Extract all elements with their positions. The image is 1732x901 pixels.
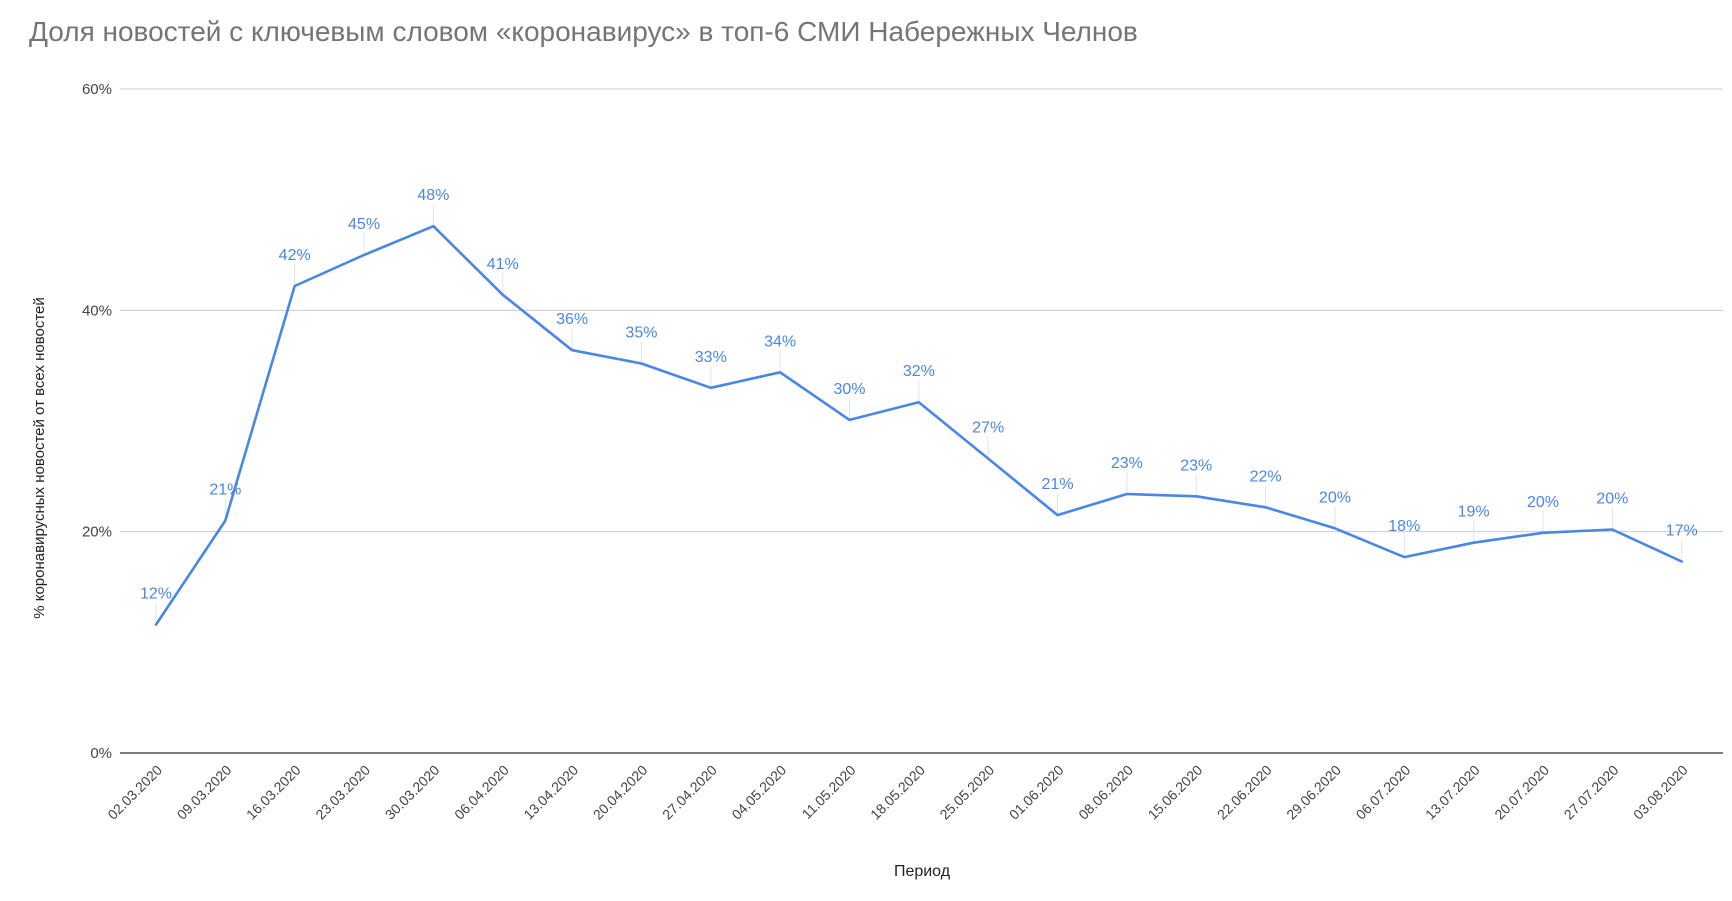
x-tick-label: 27.04.2020 — [659, 762, 720, 823]
x-tick-label: 02.03.2020 — [104, 762, 165, 823]
x-tick-label: 16.03.2020 — [243, 762, 304, 823]
data-label: 45% — [348, 216, 380, 233]
x-tick-label: 06.04.2020 — [451, 762, 512, 823]
data-label: 19% — [1458, 504, 1490, 521]
x-tick-label: 18.05.2020 — [867, 762, 928, 823]
y-tick-label: 60% — [82, 81, 112, 98]
data-label: 33% — [695, 349, 727, 366]
x-tick-label: 20.04.2020 — [590, 762, 651, 823]
y-axis-ticks: 0% 20% 40% 60% — [82, 81, 112, 762]
x-tick-label: 13.07.2020 — [1422, 762, 1483, 823]
x-tick-label: 09.03.2020 — [174, 762, 235, 823]
series-layer — [154, 224, 1683, 626]
x-tick-label: 08.06.2020 — [1075, 762, 1136, 823]
chart-title: Доля новостей с ключевым словом «коронав… — [29, 16, 1138, 47]
data-label: 20% — [1319, 489, 1351, 506]
data-label: 18% — [1388, 518, 1420, 535]
x-tick-label: 22.06.2020 — [1214, 762, 1275, 823]
series-line — [154, 224, 1683, 626]
x-tick-label: 15.06.2020 — [1145, 762, 1206, 823]
data-label: 34% — [764, 333, 796, 350]
data-label: 20% — [1596, 490, 1628, 507]
data-label: 22% — [1250, 468, 1282, 485]
data-label: 27% — [972, 420, 1004, 437]
data-label: 36% — [556, 311, 588, 328]
x-tick-label: 20.07.2020 — [1491, 762, 1552, 823]
x-axis-ticks: 02.03.2020 09.03.2020 16.03.2020 23.03.2020… — [104, 762, 1691, 823]
data-label-leaders — [155, 204, 1683, 625]
data-label: 23% — [1180, 457, 1212, 474]
x-tick-label: 27.07.2020 — [1561, 762, 1622, 823]
x-axis-title: Период — [894, 863, 951, 880]
data-label: 20% — [1527, 494, 1559, 511]
data-label: 21% — [209, 482, 241, 499]
data-labels: 12% 21% 42% 45% 48% 41% 36% 35% 33% 34% 30% 32% 27% 2… — [140, 187, 1698, 602]
data-label: 23% — [1111, 455, 1143, 472]
data-label: 48% — [417, 187, 449, 204]
data-label: 42% — [279, 247, 311, 264]
data-label: 12% — [140, 586, 172, 603]
x-tick-label: 04.05.2020 — [728, 762, 789, 823]
x-tick-label: 01.06.2020 — [1006, 762, 1067, 823]
gridlines — [120, 88, 1723, 533]
x-tick-label: 30.03.2020 — [382, 762, 443, 823]
y-tick-label: 40% — [82, 302, 112, 319]
x-tick-label: 23.03.2020 — [312, 762, 373, 823]
data-label: 41% — [487, 256, 519, 273]
data-label: 17% — [1666, 523, 1698, 540]
y-axis-title: % коронавирусных новостей от всех новост… — [31, 297, 48, 619]
x-tick-label: 25.05.2020 — [936, 762, 997, 823]
y-tick-label: 20% — [82, 524, 112, 541]
x-tick-label: 29.06.2020 — [1283, 762, 1344, 823]
data-label: 32% — [903, 363, 935, 380]
y-tick-label: 0% — [90, 745, 112, 762]
data-label: 35% — [625, 324, 657, 341]
x-tick-label: 11.05.2020 — [798, 762, 858, 822]
x-tick-label: 06.07.2020 — [1353, 762, 1414, 823]
x-tick-label: 13.04.2020 — [520, 762, 581, 823]
x-tick-label: 03.08.2020 — [1630, 762, 1691, 823]
data-label: 21% — [1042, 476, 1074, 493]
data-label: 30% — [833, 381, 865, 398]
